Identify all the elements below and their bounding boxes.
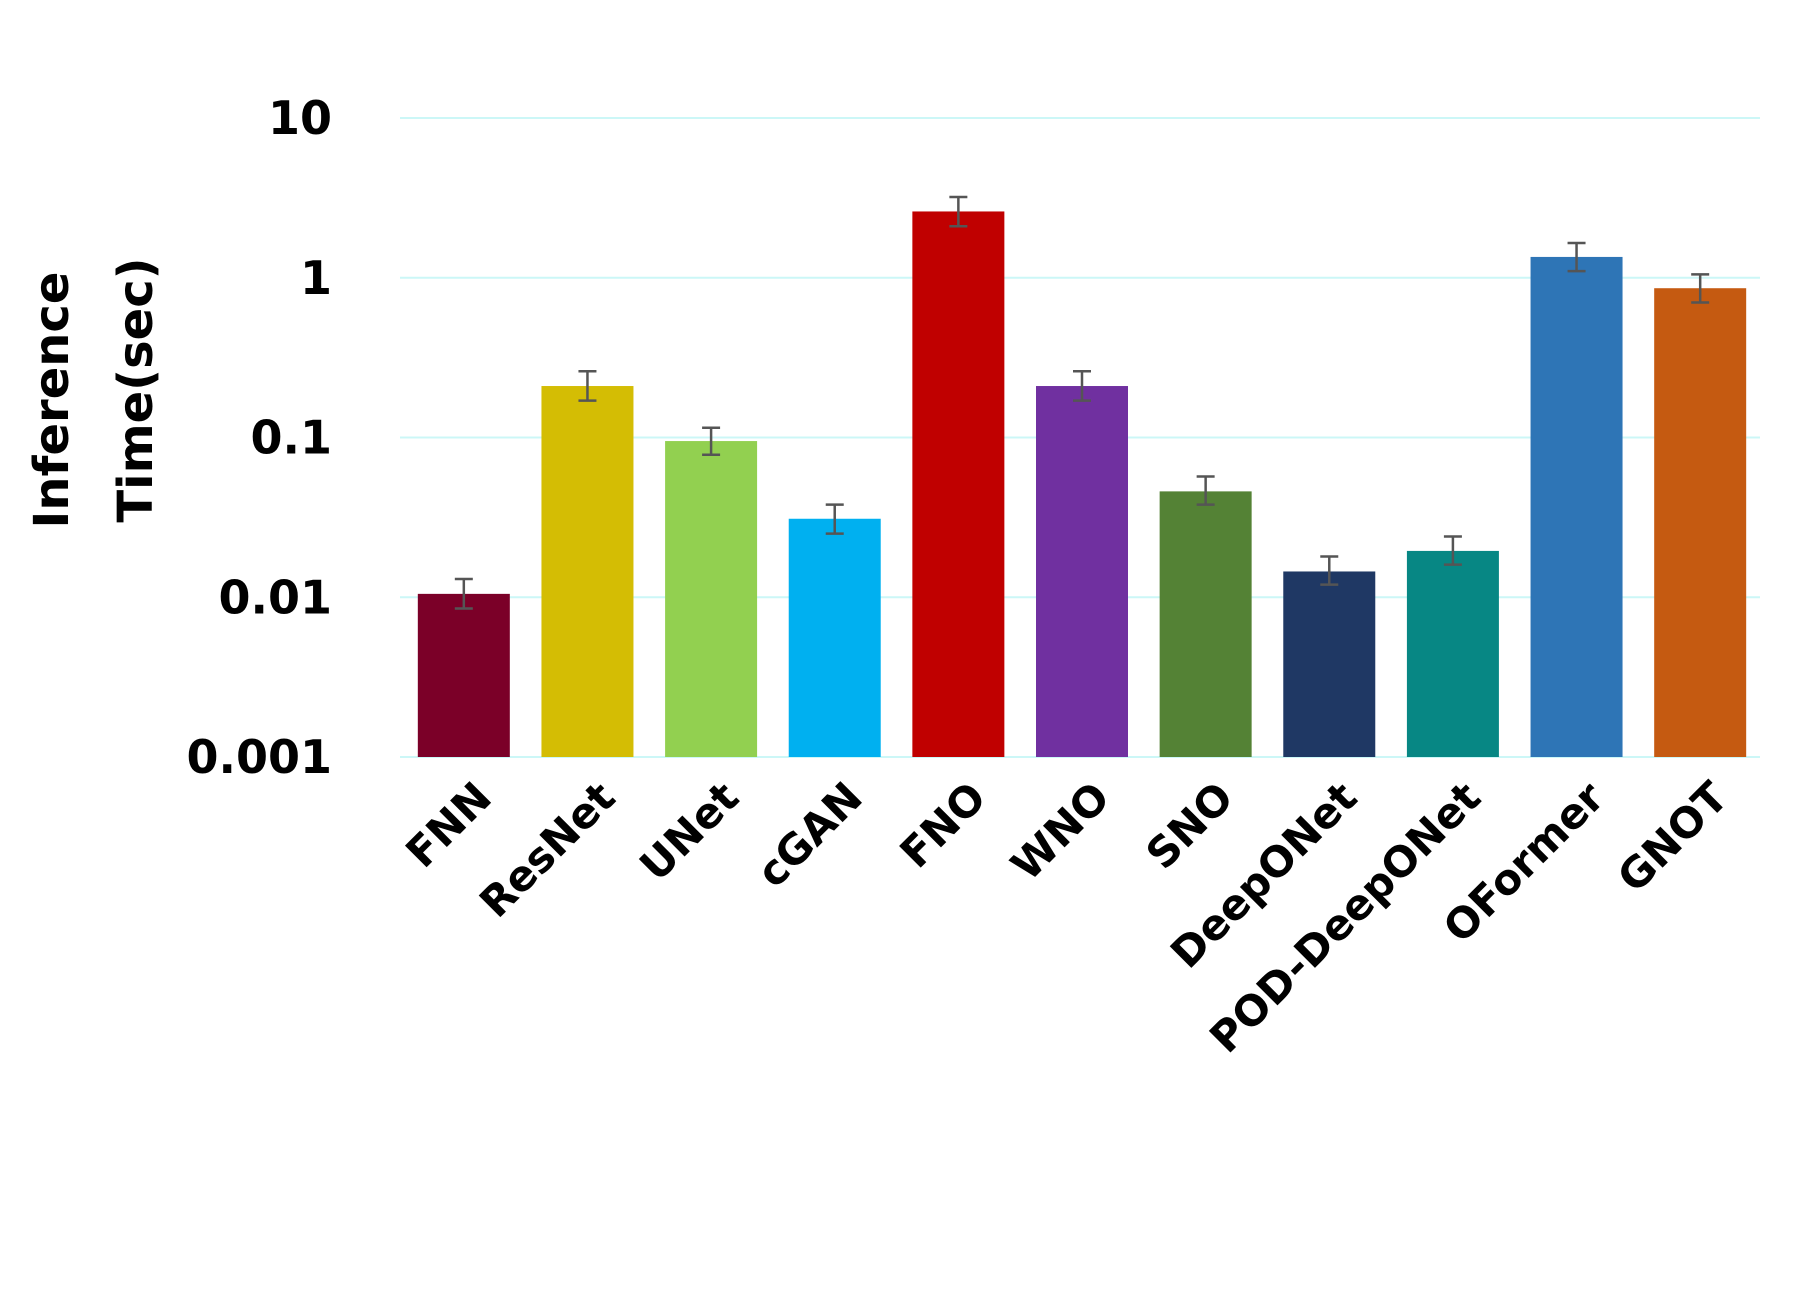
y-tick-label: 0.1 — [251, 411, 333, 465]
error-bar-pod-deeponet — [1443, 535, 1462, 566]
bar-wno — [1036, 386, 1128, 757]
error-bar-deeponet — [1320, 555, 1339, 586]
error-bar-gnot — [1691, 273, 1710, 304]
x-category-label: WNO — [1002, 772, 1120, 890]
bar-fnn — [417, 593, 510, 757]
y-tick-labels: 0.001 0.01 0.1 1 10 — [186, 91, 332, 784]
x-category-label: FNO — [890, 772, 995, 877]
y-axis-title: Inference Time(sec) — [24, 257, 164, 528]
y-tick-label: 1 — [300, 251, 332, 305]
bar-gnot — [1654, 288, 1747, 757]
error-bar-fnn — [454, 577, 473, 610]
bar-unet — [665, 441, 758, 757]
error-bars — [454, 195, 1710, 610]
bar-cgan — [788, 518, 881, 757]
error-bar-cgan — [825, 503, 844, 535]
error-bar-fno — [949, 195, 968, 228]
error-bar-sno — [1196, 475, 1215, 506]
x-category-label: ResNet — [470, 772, 625, 927]
x-category-label: UNet — [630, 772, 748, 890]
error-bar-wno — [1073, 369, 1091, 402]
y-tick-label: 0.001 — [186, 730, 332, 784]
bar-fno — [912, 211, 1005, 757]
y-tick-label: 10 — [268, 91, 332, 145]
bar-sno — [1159, 491, 1252, 757]
bars — [417, 211, 1747, 757]
bar-deeponet — [1283, 571, 1376, 757]
error-bar-unet — [702, 426, 721, 456]
error-bar-resnet — [578, 369, 597, 402]
bar-pod-deeponet — [1406, 550, 1499, 757]
bar-resnet — [541, 386, 634, 757]
y-axis-title-line-2: Time(sec) — [108, 257, 164, 522]
y-tick-label: 0.01 — [219, 570, 333, 624]
x-category-label: GNOT — [1608, 772, 1738, 902]
error-bar-oformer — [1567, 241, 1586, 273]
x-category-label: FNN — [396, 772, 501, 877]
x-category-label: cGAN — [747, 772, 871, 896]
bar-oformer — [1530, 256, 1623, 757]
y-axis-title-line-1: Inference — [24, 272, 80, 529]
x-category-label: SNO — [1137, 772, 1243, 878]
